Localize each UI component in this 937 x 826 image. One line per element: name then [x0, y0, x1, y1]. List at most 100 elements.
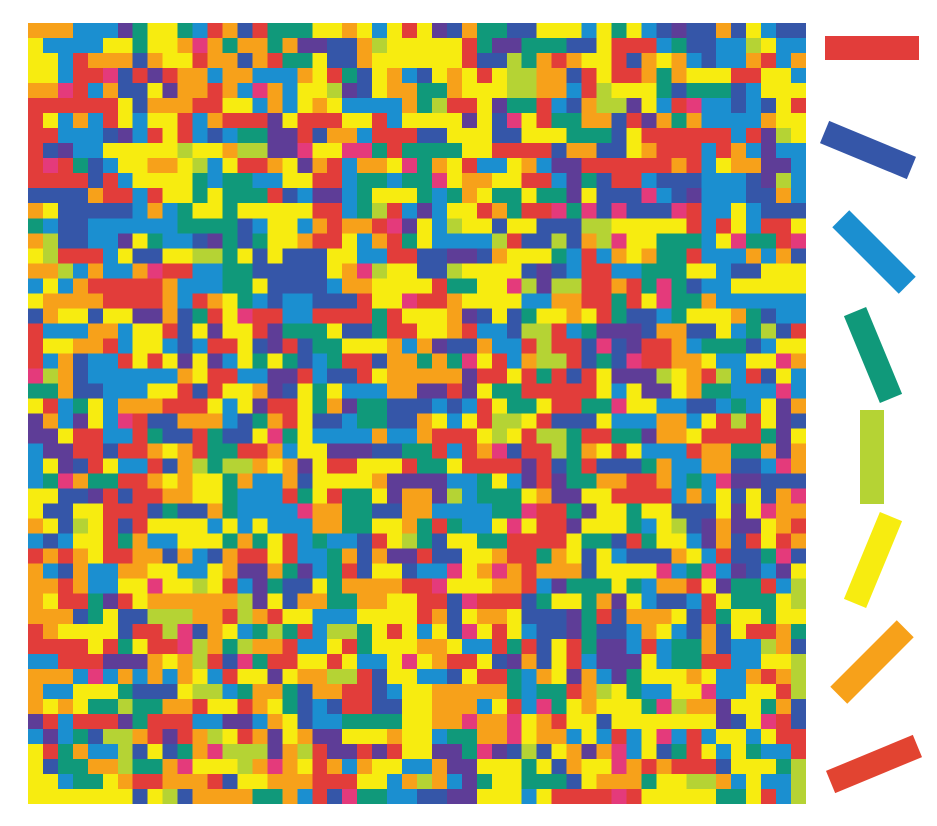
grid-cell: [42, 158, 59, 174]
grid-cell: [387, 533, 403, 550]
grid-cell: [117, 638, 134, 655]
grid-cell: [476, 683, 493, 700]
grid-cell: [177, 728, 193, 745]
grid-cell: [222, 68, 238, 84]
grid-cell: [252, 368, 268, 384]
grid-cell: [641, 578, 657, 595]
grid-cell: [28, 173, 44, 189]
grid-cell: [72, 23, 89, 39]
grid-cell: [297, 668, 313, 685]
grid-cell: [147, 278, 164, 294]
grid-cell: [177, 413, 193, 429]
grid-cell: [117, 623, 134, 640]
grid-cell: [87, 533, 104, 550]
grid-cell: [776, 188, 792, 204]
grid-cell: [222, 653, 238, 670]
grid-cell: [102, 668, 119, 685]
grid-cell: [716, 278, 732, 294]
grid-cell: [701, 413, 717, 429]
grid-cell: [387, 713, 403, 730]
grid-cell: [402, 308, 418, 324]
grid-cell: [641, 98, 657, 114]
grid-cell: [746, 143, 762, 159]
grid-cell: [207, 68, 223, 84]
grid-cell: [551, 158, 568, 174]
grid-cell: [342, 53, 358, 69]
grid-cell: [102, 38, 119, 54]
grid-cell: [282, 128, 298, 144]
grid-cell: [761, 383, 777, 399]
grid-cell: [297, 308, 313, 324]
grid-cell: [132, 158, 149, 174]
grid-cell: [536, 413, 553, 429]
grid-cell: [626, 503, 642, 520]
grid-cell: [626, 713, 642, 730]
grid-cell: [207, 518, 223, 535]
grid-cell: [656, 68, 672, 84]
grid-cell: [207, 713, 223, 730]
grid-cell: [207, 683, 223, 700]
grid-cell: [641, 458, 657, 474]
grid-cell: [387, 668, 403, 685]
grid-cell: [626, 248, 642, 264]
grid-cell: [237, 248, 253, 264]
grid-cell: [521, 218, 538, 234]
grid-cell: [641, 533, 657, 550]
grid-cell: [476, 728, 493, 745]
grid-cell: [327, 38, 343, 54]
grid-cell: [237, 23, 253, 39]
grid-cell: [731, 278, 747, 294]
grid-cell: [42, 638, 59, 655]
grid-cell: [267, 308, 283, 324]
grid-cell: [237, 638, 253, 655]
grid-cell: [237, 668, 253, 685]
grid-cell: [327, 248, 343, 264]
grid-cell: [716, 653, 732, 670]
grid-cell: [731, 263, 747, 279]
grid-cell: [686, 638, 702, 655]
grid-cell: [192, 743, 208, 760]
grid-cell: [312, 428, 328, 444]
grid-cell: [132, 683, 149, 700]
grid-cell: [372, 398, 388, 414]
grid-cell: [72, 203, 89, 219]
grid-cell: [87, 743, 104, 760]
grid-cell: [446, 623, 463, 640]
grid-cell: [491, 758, 508, 775]
grid-cell: [521, 743, 538, 760]
grid-cell: [731, 338, 747, 354]
grid-cell: [42, 68, 59, 84]
grid-cell: [506, 83, 523, 99]
grid-cell: [297, 593, 313, 610]
grid-cell: [402, 623, 418, 640]
grid-cell: [192, 773, 208, 790]
grid-cell: [536, 608, 553, 625]
grid-cell: [312, 503, 328, 520]
grid-cell: [701, 713, 717, 730]
grid-cell: [387, 263, 403, 279]
grid-cell: [207, 188, 223, 204]
grid-cell: [761, 278, 777, 294]
grid-cell: [282, 518, 298, 535]
grid-cell: [42, 233, 59, 249]
grid-cell: [87, 383, 104, 399]
grid-cell: [327, 143, 343, 159]
grid-cell: [72, 98, 89, 114]
grid-cell: [446, 98, 463, 114]
grid-cell: [611, 743, 627, 760]
grid-cell: [132, 488, 149, 505]
grid-cell: [57, 713, 74, 730]
grid-cell: [626, 263, 642, 279]
grid-cell: [57, 473, 74, 489]
grid-cell: [776, 473, 792, 489]
grid-cell: [491, 353, 508, 369]
grid-cell: [342, 143, 358, 159]
grid-cell: [177, 293, 193, 309]
grid-cell: [506, 383, 523, 399]
grid-cell: [57, 458, 74, 474]
grid-cell: [791, 473, 806, 489]
grid-cell: [461, 248, 478, 264]
grid-cell: [581, 623, 597, 640]
grid-cell: [746, 323, 762, 339]
grid-cell: [28, 428, 44, 444]
